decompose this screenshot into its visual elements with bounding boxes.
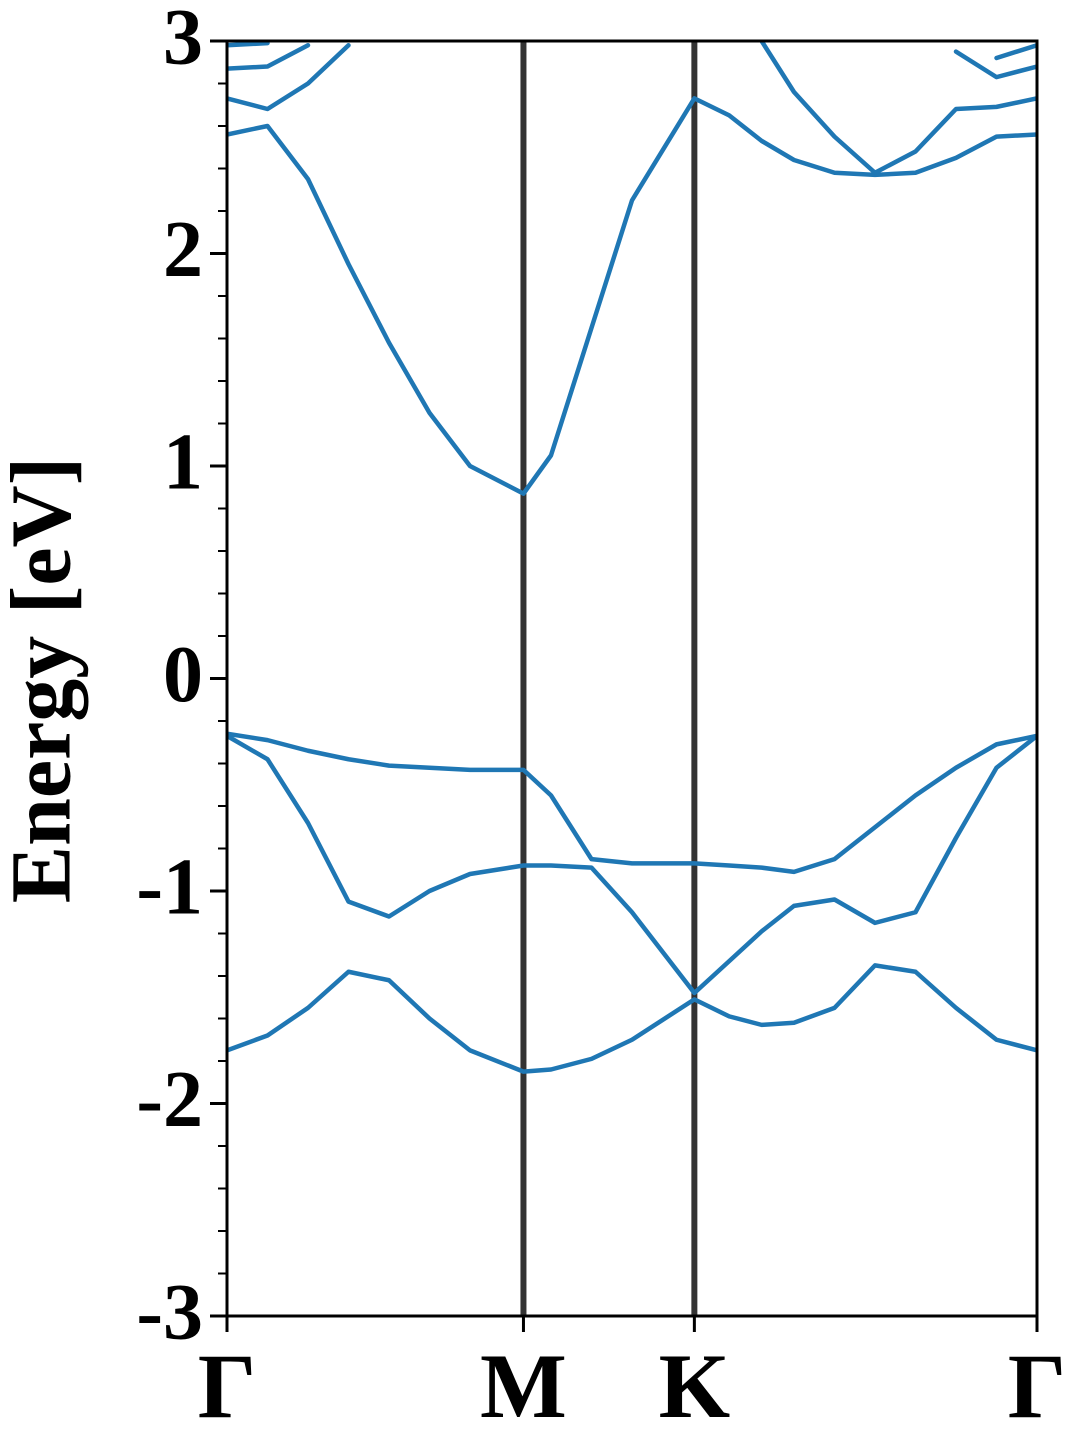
bands — [227, 41, 1037, 1074]
y-tick-label: 0 — [163, 631, 203, 719]
y-tick-label: -2 — [136, 1056, 203, 1144]
y-axis-label: Energy [eV] — [0, 457, 89, 904]
band-line — [227, 41, 1037, 61]
x-tick-label: Γ — [1008, 1335, 1067, 1437]
x-tick-label: M — [480, 1335, 567, 1437]
x-tick-label: K — [659, 1335, 731, 1437]
y-tick-label: 2 — [163, 206, 203, 294]
plot-frame — [225, 39, 1039, 1318]
band-line — [227, 43, 1037, 80]
band-line — [227, 41, 1037, 175]
y-tick-label: -1 — [136, 843, 203, 931]
x-tick-label: Γ — [198, 1335, 257, 1437]
band-line — [227, 731, 1037, 875]
y-tick-label: 1 — [163, 418, 203, 506]
y-tick-label: -3 — [136, 1268, 203, 1356]
y-tick-label: 3 — [163, 0, 203, 81]
band-line — [227, 733, 1037, 996]
band-line — [227, 96, 1037, 496]
band-line — [227, 963, 1037, 1074]
